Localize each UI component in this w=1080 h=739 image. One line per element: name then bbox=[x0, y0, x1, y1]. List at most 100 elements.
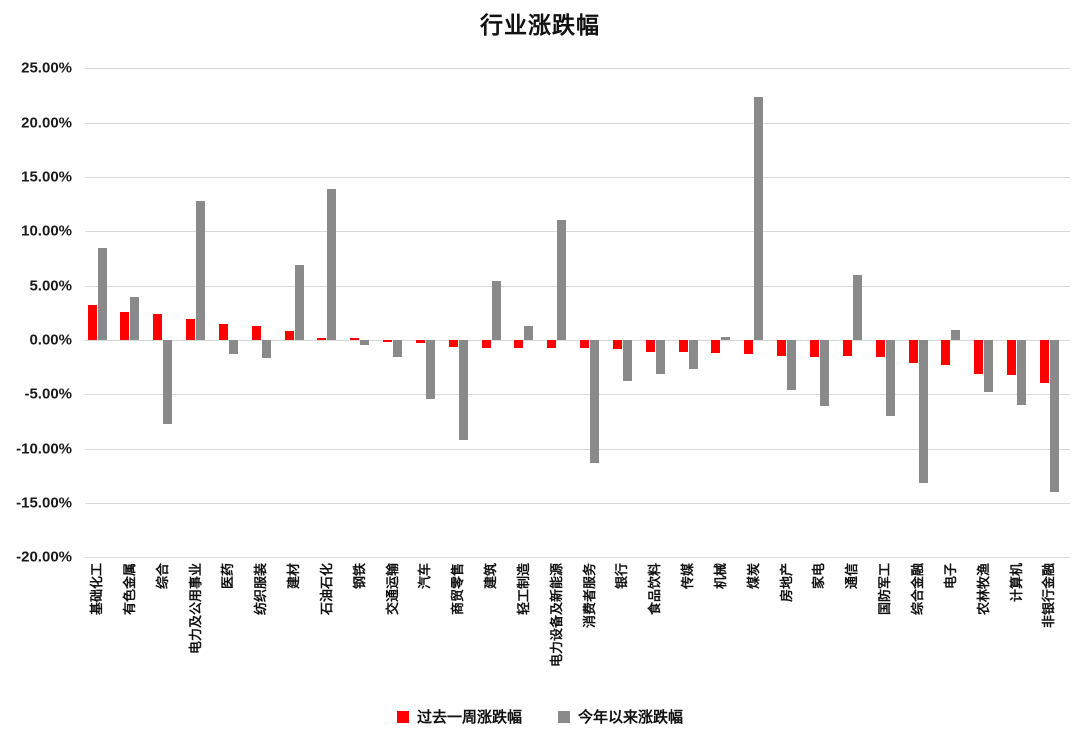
x-axis-label: 通信 bbox=[844, 563, 860, 590]
bar-ytd-电子 bbox=[951, 330, 961, 340]
gridline bbox=[85, 68, 1070, 70]
gridline bbox=[85, 176, 1070, 178]
bar-week-建材 bbox=[284, 331, 294, 340]
x-axis-label: 综合金融 bbox=[910, 563, 925, 616]
bar-week-通信 bbox=[842, 340, 852, 357]
x-axis-label: 石油石化 bbox=[318, 563, 334, 616]
bar-ytd-银行 bbox=[622, 340, 632, 382]
bar-ytd-建筑 bbox=[491, 281, 501, 340]
bar-ytd-纺织服装 bbox=[261, 340, 271, 359]
week-series-swatch-icon bbox=[396, 710, 409, 723]
bar-week-食品饮料 bbox=[645, 340, 655, 352]
y-axis-label: 5.00% bbox=[29, 277, 72, 295]
bar-week-石油石化 bbox=[317, 337, 327, 340]
x-axis-label: 电力设备及新能源 bbox=[548, 563, 564, 668]
x-axis-label: 建筑 bbox=[483, 563, 499, 590]
bar-week-钢铁 bbox=[350, 337, 360, 340]
bar-ytd-煤炭 bbox=[754, 96, 764, 340]
bar-week-煤炭 bbox=[744, 340, 754, 355]
ytd-series-swatch-icon bbox=[558, 710, 570, 723]
bar-week-有色金属 bbox=[120, 311, 130, 340]
bar-ytd-轻工制造 bbox=[524, 325, 534, 340]
bar-week-非银行金融 bbox=[1039, 340, 1049, 384]
bar-ytd-有色金属 bbox=[130, 296, 140, 340]
x-axis-label: 钢铁 bbox=[351, 563, 367, 590]
bar-ytd-非银行金融 bbox=[1049, 340, 1059, 493]
x-axis-label: 计算机 bbox=[1008, 563, 1024, 603]
bar-ytd-房地产 bbox=[787, 340, 797, 390]
y-axis-label: -15.00% bbox=[16, 494, 72, 512]
legend-label-week: 过去一周涨跌幅 bbox=[416, 709, 522, 726]
gridline bbox=[85, 394, 1070, 396]
bar-week-消费者服务 bbox=[580, 340, 590, 348]
legend-item-week: 过去一周涨跌幅 bbox=[396, 706, 522, 727]
x-axis-label: 银行 bbox=[614, 563, 630, 590]
bar-ytd-电力及公用事业 bbox=[196, 200, 206, 340]
bar-ytd-通信 bbox=[852, 274, 862, 340]
bar-week-家电 bbox=[809, 340, 819, 358]
bar-week-综合金融 bbox=[908, 340, 918, 363]
gridline bbox=[85, 503, 1070, 505]
x-axis-label: 商贸零售 bbox=[450, 563, 466, 616]
x-axis-label: 食品饮料 bbox=[647, 563, 663, 616]
chart-title: 行业涨跌幅 bbox=[480, 12, 600, 38]
bar-ytd-综合 bbox=[163, 340, 173, 424]
bar-week-农林牧渔 bbox=[974, 340, 984, 374]
y-axis-label: 15.00% bbox=[21, 168, 72, 186]
bar-ytd-建材 bbox=[294, 264, 304, 340]
bar-week-电子 bbox=[941, 340, 951, 365]
bar-ytd-消费者服务 bbox=[590, 340, 600, 463]
x-axis-label: 煤炭 bbox=[745, 563, 761, 590]
bar-week-基础化工 bbox=[87, 305, 97, 340]
y-axis-label: 0.00% bbox=[29, 331, 72, 349]
bar-ytd-食品饮料 bbox=[655, 340, 665, 374]
bar-week-电力及公用事业 bbox=[186, 319, 196, 340]
y-axis-label: 25.00% bbox=[21, 59, 72, 77]
bar-ytd-综合金融 bbox=[918, 340, 928, 484]
bar-ytd-计算机 bbox=[1017, 340, 1027, 406]
bar-ytd-钢铁 bbox=[360, 340, 370, 346]
gridline bbox=[85, 557, 1070, 559]
x-axis-label: 汽车 bbox=[417, 563, 433, 590]
x-axis-label: 房地产 bbox=[778, 563, 794, 603]
bar-ytd-农林牧渔 bbox=[984, 340, 994, 393]
bar-week-传媒 bbox=[678, 340, 688, 352]
gridline bbox=[85, 340, 1070, 341]
gridline bbox=[85, 122, 1070, 124]
x-axis-label: 建材 bbox=[286, 563, 302, 590]
bar-ytd-汽车 bbox=[425, 340, 435, 399]
bar-ytd-交通运输 bbox=[393, 340, 403, 358]
x-axis-label: 机械 bbox=[712, 563, 728, 590]
x-axis-label: 纺织服装 bbox=[253, 563, 269, 616]
bar-week-建筑 bbox=[481, 340, 491, 348]
bar-ytd-石油石化 bbox=[327, 188, 337, 340]
bar-week-国防军工 bbox=[875, 340, 885, 358]
chart-legend: 过去一周涨跌幅 今年以来涨跌幅 bbox=[0, 706, 1080, 727]
x-axis-label: 国防军工 bbox=[877, 563, 893, 616]
bar-week-机械 bbox=[711, 340, 721, 354]
x-axis-label: 非银行金融 bbox=[1041, 563, 1057, 629]
bar-ytd-家电 bbox=[819, 340, 829, 407]
bar-week-计算机 bbox=[1007, 340, 1017, 375]
bar-week-综合 bbox=[153, 313, 163, 340]
gridline bbox=[85, 285, 1070, 287]
x-axis-label: 轻工制造 bbox=[515, 563, 531, 616]
x-axis-label: 消费者服务 bbox=[581, 563, 597, 629]
x-axis-label: 基础化工 bbox=[89, 563, 104, 616]
x-axis-label: 医药 bbox=[220, 563, 236, 590]
bar-week-纺织服装 bbox=[251, 325, 261, 340]
bar-week-医药 bbox=[218, 323, 228, 340]
x-axis-label: 电力及公用事业 bbox=[187, 563, 203, 655]
bar-week-汽车 bbox=[415, 340, 425, 344]
bar-week-轻工制造 bbox=[514, 340, 524, 348]
x-axis-label: 传媒 bbox=[680, 563, 696, 590]
x-axis-label: 交通运输 bbox=[384, 563, 400, 616]
y-axis-label: -20.00% bbox=[16, 548, 72, 566]
bar-week-房地产 bbox=[777, 340, 787, 357]
bar-week-银行 bbox=[612, 340, 622, 349]
legend-label-ytd: 今年以来涨跌幅 bbox=[578, 709, 684, 726]
y-axis-label: -5.00% bbox=[24, 385, 72, 403]
y-axis-label: 20.00% bbox=[21, 114, 72, 132]
bar-week-交通运输 bbox=[383, 340, 393, 343]
